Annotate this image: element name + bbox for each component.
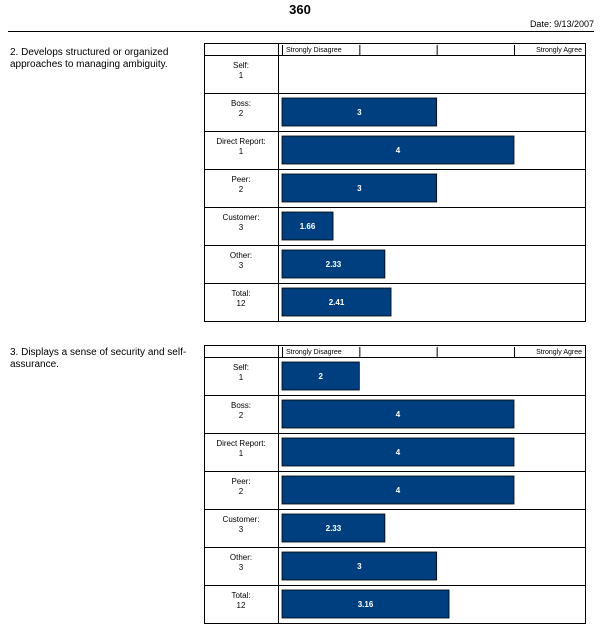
- q2-row-count-label: 1: [239, 147, 244, 156]
- q3-bar-value-label: 3: [357, 562, 362, 571]
- q2-bar-value-label: 3: [357, 184, 362, 193]
- q2-bar-value-label: 2.41: [329, 298, 345, 307]
- q2-row-count-label: 1: [239, 71, 244, 80]
- q2-bar-value-label: 1.66: [300, 222, 316, 231]
- report-date: Date: 9/13/2007: [529, 19, 594, 29]
- q3-bar-value-label: 4: [396, 410, 401, 419]
- q2-row-count-label: 12: [237, 299, 246, 308]
- header-divider: [8, 31, 594, 32]
- q2-bar: [281, 249, 386, 279]
- q3-bar: [281, 589, 450, 619]
- q3-row-count-label: 2: [239, 487, 244, 496]
- q3-row-group-label: Customer:: [223, 515, 260, 524]
- q2-row-group-label: Boss:: [231, 99, 251, 108]
- q3-row-group-label: Peer:: [231, 477, 250, 486]
- q2-row-count-label: 3: [239, 223, 244, 232]
- question-3-text: 3. Displays a sense of security and self…: [10, 347, 187, 370]
- q2-bar: [281, 211, 334, 241]
- q2-row-group-label: Self:: [233, 61, 249, 70]
- q2-scale-label-agree: Strongly Agree: [536, 47, 582, 54]
- q3-bar-value-label: 3.16: [358, 600, 374, 609]
- q2-bar-value-label: 3: [357, 108, 362, 117]
- q2-chart-frame: [204, 43, 586, 322]
- q3-row-group-label: Boss:: [231, 401, 251, 410]
- q3-row-count-label: 1: [239, 373, 244, 382]
- q2-bar-value-label: 4: [396, 146, 401, 155]
- q3-bar-value-label: 2.33: [326, 524, 342, 533]
- q2-row-count-label: 3: [239, 261, 244, 270]
- q3-row-group-label: Other:: [230, 553, 252, 562]
- q2-bar: [281, 97, 438, 127]
- report-title: 360: [289, 2, 311, 17]
- q3-bar-value-label: 4: [396, 448, 401, 457]
- q2-row-group-label: Peer:: [231, 175, 250, 184]
- q3-row-count-label: 2: [239, 411, 244, 420]
- q2-row-count-label: 2: [239, 185, 244, 194]
- q2-scale-label-disagree: Strongly Disagree: [286, 47, 342, 54]
- q3-bar: [281, 513, 386, 543]
- q3-row-count-label: 12: [237, 601, 246, 610]
- q3-scale-label-agree: Strongly Agree: [536, 349, 582, 356]
- question-2-text: 2. Develops structured or organized appr…: [10, 47, 169, 70]
- q3-bar: [281, 437, 515, 467]
- q2-row-group-label: Total:: [231, 289, 250, 298]
- q2-bar-value-label: 2.33: [326, 260, 342, 269]
- q2-row-group-label: Direct Report:: [216, 137, 265, 146]
- q3-row-group-label: Total:: [231, 591, 250, 600]
- q2-row-group-label: Customer:: [223, 213, 260, 222]
- q3-scale-label-disagree: Strongly Disagree: [286, 349, 342, 356]
- q3-bar-value-label: 2: [318, 372, 323, 381]
- q3-chart-frame: [204, 345, 586, 624]
- q3-bar: [281, 475, 515, 505]
- q2-bar: [281, 135, 515, 165]
- q3-bar: [281, 361, 360, 391]
- q3-row-count-label: 3: [239, 563, 244, 572]
- q3-row-group-label: Direct Report:: [216, 439, 265, 448]
- q2-bar-value-label: 1: [280, 70, 285, 79]
- q3-row-count-label: 3: [239, 525, 244, 534]
- q3-bar-value-label: 4: [396, 486, 401, 495]
- q3-bar: [281, 551, 438, 581]
- q2-row-group-label: Other:: [230, 251, 252, 260]
- q3-bar: [281, 399, 515, 429]
- q2-row-count-label: 2: [239, 109, 244, 118]
- q2-bar: [281, 287, 392, 317]
- q3-row-group-label: Self:: [233, 363, 249, 372]
- q2-bar: [281, 173, 438, 203]
- q3-row-count-label: 1: [239, 449, 244, 458]
